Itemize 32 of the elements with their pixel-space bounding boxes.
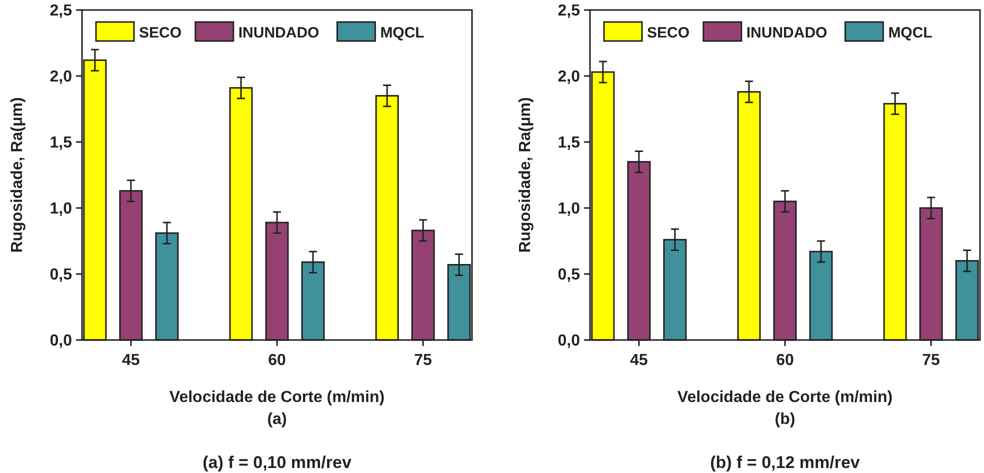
text: (b): [774, 411, 796, 428]
y-tick-label: 0,5: [50, 266, 72, 284]
y-tick-label: 0,0: [50, 332, 72, 350]
x-tick-label: 60: [268, 352, 286, 369]
y-tick-label: 2,5: [50, 2, 72, 20]
y-tick-label: 2,0: [558, 68, 580, 86]
y-tick-label: 2,5: [558, 2, 580, 20]
legend-label: SECO: [647, 24, 690, 42]
y-tick-label: 2,0: [50, 68, 72, 86]
legend-label: MQCL: [380, 24, 424, 42]
x-tick-label: 45: [630, 352, 648, 369]
x-tick-label: 45: [122, 352, 140, 369]
y-tick-label: 0,0: [558, 332, 580, 350]
y-tick-label: 0,5: [558, 266, 580, 284]
x-tick-label: 75: [414, 352, 432, 369]
text: (a): [267, 411, 287, 428]
y-axis-title: Rugosidade, Ra(μm): [517, 97, 534, 253]
x-axis-title: Velocidade de Corte (m/min): [677, 389, 893, 406]
y-tick-label: 1,0: [558, 200, 580, 218]
legend-label: MQCL: [888, 24, 932, 42]
text: (a) f = 0,10 mm/rev: [202, 453, 352, 472]
legend-label: INUNDADO: [238, 24, 320, 42]
y-tick-label: 1,0: [50, 200, 72, 218]
legend-label: SECO: [139, 24, 182, 42]
y-tick-label: 1,5: [558, 134, 580, 152]
x-tick-label: 75: [922, 352, 940, 369]
x-tick-label: 60: [776, 352, 794, 369]
text: (b) f = 0,12 mm/rev: [710, 453, 860, 472]
x-axis-title: Velocidade de Corte (m/min): [169, 389, 385, 406]
y-tick-label: 1,5: [50, 134, 72, 152]
y-axis-title: Rugosidade, Ra(μm): [9, 97, 26, 253]
legend-label: INUNDADO: [746, 24, 828, 42]
